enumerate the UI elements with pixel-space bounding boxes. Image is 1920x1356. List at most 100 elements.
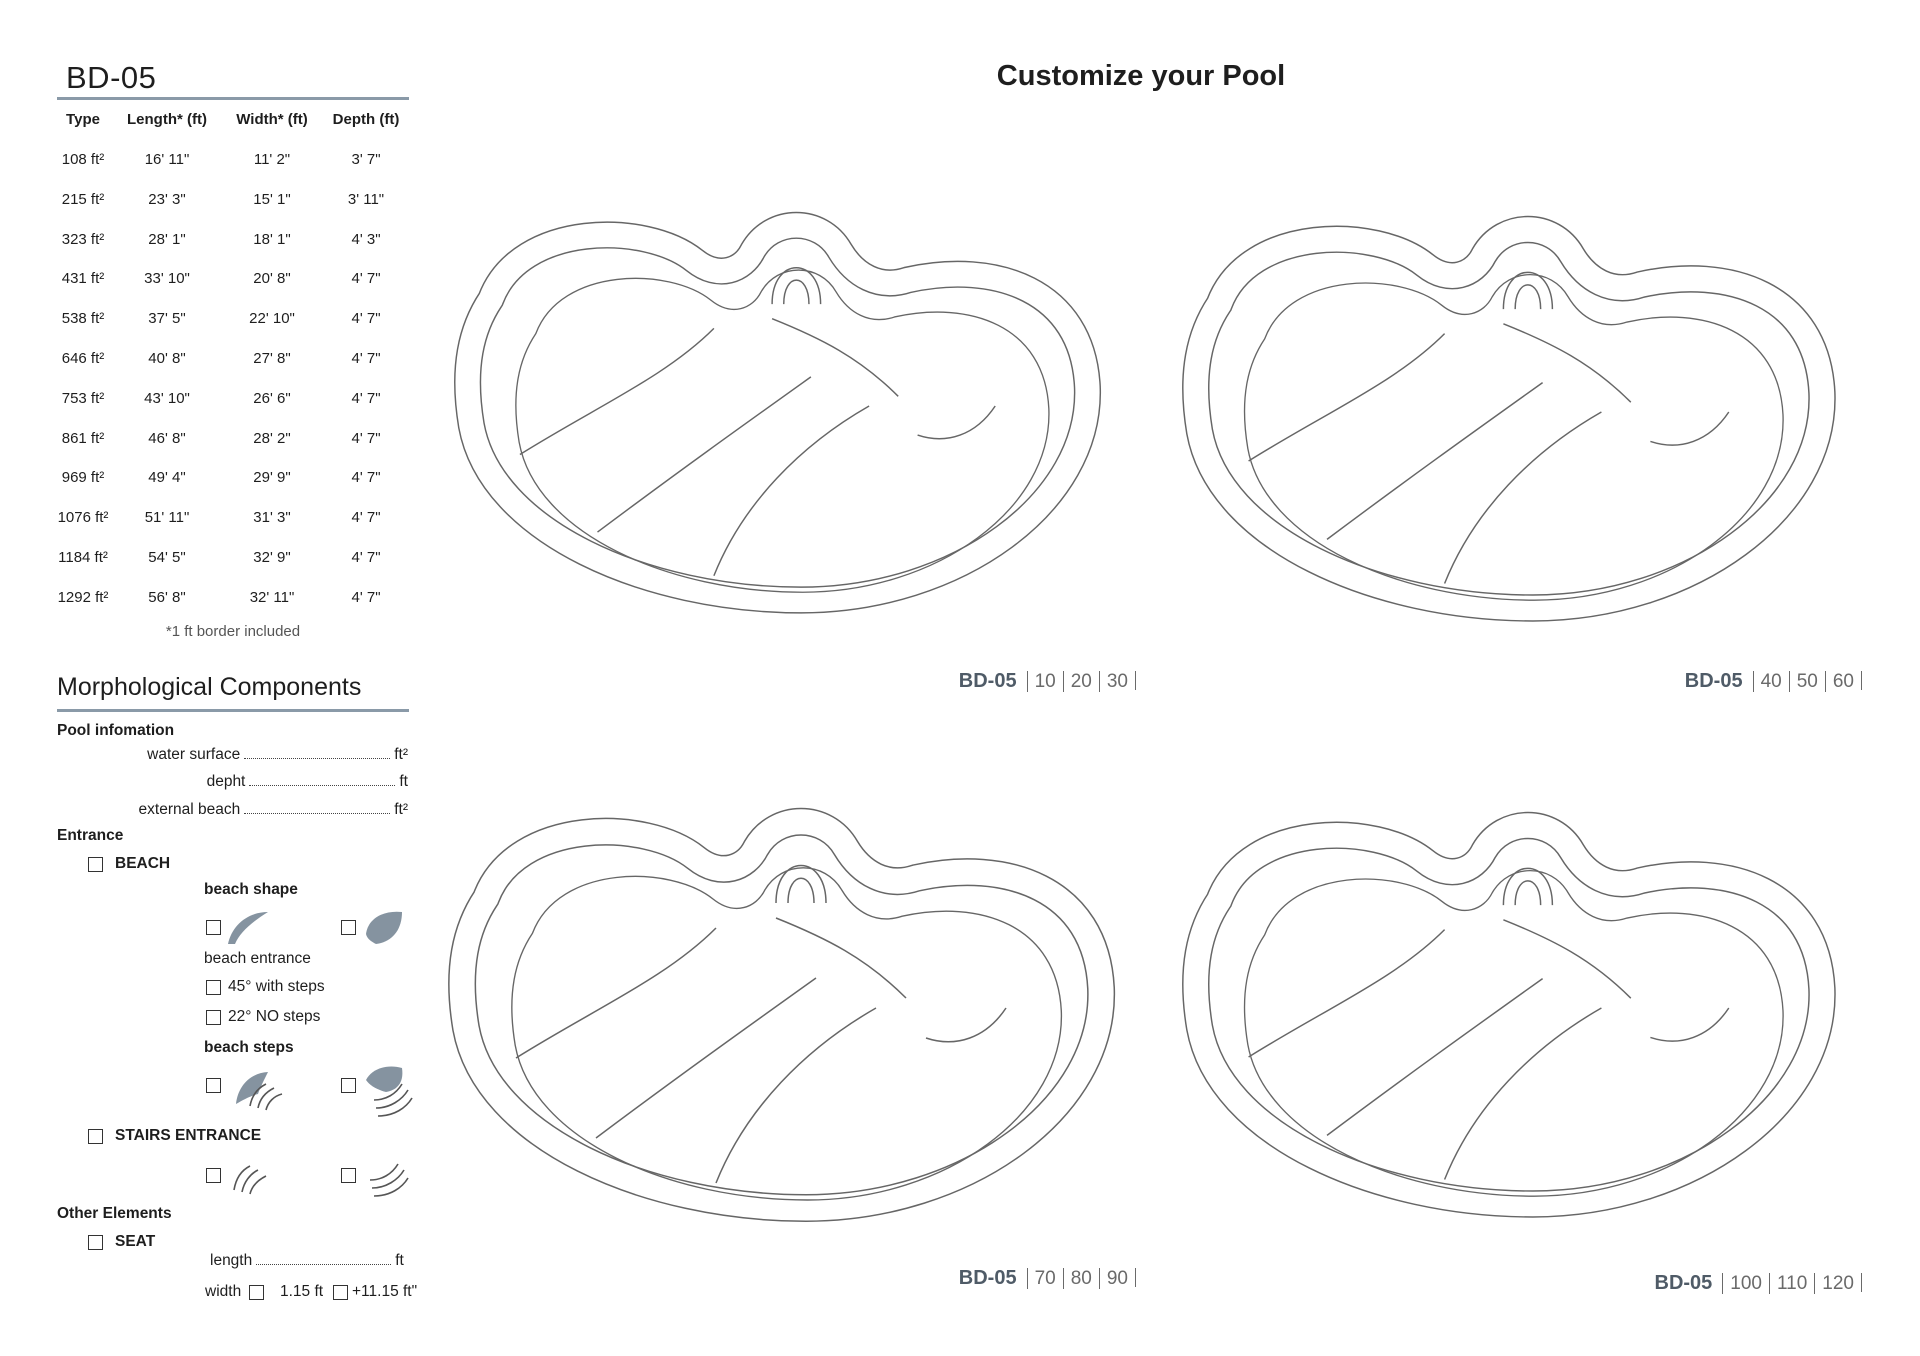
table-cell: 32' 9" bbox=[253, 549, 291, 566]
leader bbox=[244, 813, 391, 814]
page-title: Customize your Pool bbox=[996, 60, 1286, 92]
checkbox[interactable] bbox=[206, 1010, 221, 1025]
table-cell: 16' 11" bbox=[144, 151, 190, 168]
table-cell: 4' 3" bbox=[351, 230, 381, 248]
table-cell: 31' 3" bbox=[253, 509, 291, 527]
table-cell: 4' 7" bbox=[351, 549, 381, 566]
checkbox[interactable] bbox=[206, 1078, 221, 1093]
pool-caption: BD-05 100 110 120 bbox=[1655, 1272, 1862, 1295]
table-cell: 28' 1" bbox=[148, 230, 186, 248]
caption-size: 30 bbox=[1098, 671, 1135, 692]
field-label: water surface bbox=[147, 746, 241, 763]
beach-steps-icon bbox=[366, 1066, 403, 1092]
table-cell: 4' 7" bbox=[351, 310, 381, 328]
checkbox[interactable] bbox=[341, 1078, 356, 1093]
title-rule bbox=[57, 97, 409, 100]
beach-steps-icon bbox=[236, 1072, 268, 1104]
checkbox[interactable] bbox=[341, 1168, 356, 1183]
checkbox[interactable] bbox=[206, 980, 221, 995]
table-cell: 43' 10" bbox=[144, 389, 190, 407]
caption-model: BD-05 bbox=[958, 1267, 1017, 1289]
option-label: +11.15 ft" bbox=[352, 1283, 418, 1300]
table-cell: 215 ft² bbox=[61, 190, 105, 208]
table-cell: 28' 2" bbox=[253, 429, 291, 447]
table-cell: 1292 ft² bbox=[57, 588, 109, 606]
table-cell: 323 ft² bbox=[61, 230, 105, 248]
table-footnote: *1 ft border included bbox=[165, 623, 301, 640]
table-cell: 108 ft² bbox=[61, 151, 105, 168]
caption-separator bbox=[1135, 671, 1136, 690]
caption-model: BD-05 bbox=[1684, 670, 1743, 692]
checkbox[interactable] bbox=[88, 1129, 103, 1144]
pool-caption: BD-05 10 20 30 bbox=[959, 670, 1136, 693]
beach-shape-icon bbox=[366, 911, 402, 944]
table-cell: 4' 7" bbox=[351, 350, 381, 367]
field-label: length bbox=[210, 1252, 253, 1269]
table-cell: 27' 8" bbox=[253, 350, 291, 367]
table-cell: 3' 7" bbox=[351, 151, 381, 168]
caption-separator bbox=[1135, 1268, 1136, 1287]
section-title: Morphological Components bbox=[57, 673, 362, 701]
checkbox[interactable] bbox=[206, 920, 221, 935]
table-cell: 26' 6" bbox=[253, 389, 291, 407]
field: water surface ft² bbox=[147, 746, 408, 764]
table-cell: 1076 ft² bbox=[57, 509, 109, 527]
field: external beach ft² bbox=[139, 801, 408, 819]
leader bbox=[249, 785, 396, 786]
pool-caption: BD-05 40 50 60 bbox=[1685, 670, 1862, 693]
option-label: 45° with steps bbox=[228, 978, 325, 995]
section-rule bbox=[57, 709, 409, 712]
caption-size: 70 bbox=[1026, 1268, 1063, 1289]
caption-size: 80 bbox=[1062, 1268, 1099, 1289]
table-cell: 29' 9" bbox=[253, 469, 291, 487]
beach-shape-icon bbox=[228, 912, 268, 944]
option-label: 1.15 ft bbox=[280, 1283, 324, 1300]
table-cell: 32' 11" bbox=[249, 588, 295, 606]
caption-size: 60 bbox=[1824, 671, 1861, 692]
column-header: Depth (ft) bbox=[332, 111, 400, 128]
table-cell: 861 ft² bbox=[61, 429, 105, 447]
leader bbox=[256, 1264, 392, 1265]
pool-drawing bbox=[1196, 229, 1822, 608]
checkbox[interactable] bbox=[88, 1235, 103, 1250]
table-cell: 37' 5" bbox=[148, 310, 186, 328]
table-cell: 56' 8" bbox=[148, 588, 186, 606]
table-cell: 40' 8" bbox=[148, 350, 186, 367]
field-unit: ft bbox=[399, 773, 408, 790]
table-cell: 4' 7" bbox=[351, 469, 381, 487]
column-header: Type bbox=[66, 111, 100, 128]
checkbox[interactable] bbox=[88, 857, 103, 872]
caption-model: BD-05 bbox=[958, 670, 1017, 692]
table-cell: 4' 7" bbox=[351, 389, 381, 407]
table-cell: 4' 7" bbox=[351, 509, 381, 527]
column-header: Width* (ft) bbox=[236, 111, 308, 128]
group-label: Other Elements bbox=[57, 1205, 172, 1222]
group-label: Pool infomation bbox=[57, 722, 175, 739]
table-cell: 969 ft² bbox=[61, 469, 105, 487]
sub-label: beach steps bbox=[204, 1039, 294, 1056]
caption-size: 50 bbox=[1788, 671, 1825, 692]
step-icons bbox=[233, 1083, 413, 1197]
option-label: 22° NO steps bbox=[228, 1008, 321, 1025]
table-cell: 18' 1" bbox=[253, 230, 291, 248]
table-cell: 22' 10" bbox=[249, 310, 295, 328]
table-cell: 11' 2" bbox=[253, 151, 291, 168]
caption-separator bbox=[1861, 671, 1862, 690]
group-label: Entrance bbox=[57, 827, 124, 844]
field-label: width bbox=[205, 1283, 242, 1300]
table-cell: 23' 3" bbox=[148, 190, 186, 208]
caption-size: 20 bbox=[1062, 671, 1099, 692]
leader bbox=[244, 758, 391, 759]
table-cell: 431 ft² bbox=[61, 270, 105, 288]
option-label: STAIRS ENTRANCE bbox=[115, 1127, 262, 1144]
sub-label: beach shape bbox=[204, 881, 298, 898]
table-cell: 538 ft² bbox=[61, 310, 105, 328]
checkbox[interactable] bbox=[249, 1285, 264, 1300]
checkbox[interactable] bbox=[341, 920, 356, 935]
table-cell: 33' 10" bbox=[144, 270, 190, 288]
field-label: depht bbox=[206, 773, 246, 790]
checkbox[interactable] bbox=[333, 1285, 348, 1300]
field-label: external beach bbox=[138, 801, 241, 818]
checkbox[interactable] bbox=[206, 1168, 221, 1183]
